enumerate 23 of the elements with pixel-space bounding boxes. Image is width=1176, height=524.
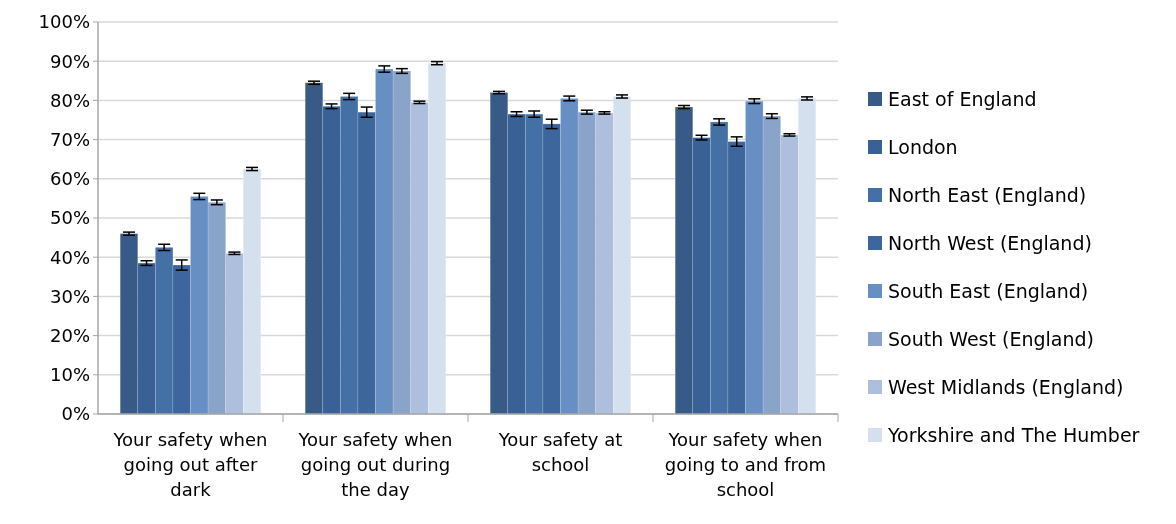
legend-label: West Midlands (England) bbox=[888, 375, 1124, 398]
legend-label: North West (England) bbox=[888, 231, 1092, 254]
legend-label: Yorkshire and The Humber bbox=[887, 423, 1140, 446]
y-tick-label: 20% bbox=[49, 324, 90, 346]
legend-label: South West (England) bbox=[888, 327, 1094, 350]
y-tick-label: 30% bbox=[49, 285, 90, 307]
y-tick-label: 90% bbox=[49, 50, 90, 72]
y-tick-label: 50% bbox=[49, 207, 90, 229]
legend-label: North East (England) bbox=[888, 183, 1087, 206]
y-tick-label: 60% bbox=[49, 168, 90, 190]
y-tick-label: 80% bbox=[49, 89, 90, 111]
legend-label: South East (England) bbox=[888, 279, 1089, 302]
x-tick-label: Your safety at school bbox=[497, 429, 623, 475]
y-tick-label: 40% bbox=[49, 246, 90, 268]
y-tick-label: 10% bbox=[49, 364, 90, 386]
y-tick-label: 100% bbox=[38, 11, 90, 33]
x-tick-label: Your safety when going to and from school bbox=[664, 429, 827, 500]
x-tick-label: Your safety when going out after dark bbox=[112, 429, 268, 500]
x-tick-label: Your safety when going out during the day bbox=[297, 429, 453, 500]
y-tick-label: 70% bbox=[49, 128, 90, 150]
y-tick-label: 0% bbox=[61, 403, 90, 425]
legend-label: East of England bbox=[888, 87, 1037, 110]
legend-label: London bbox=[888, 135, 958, 158]
